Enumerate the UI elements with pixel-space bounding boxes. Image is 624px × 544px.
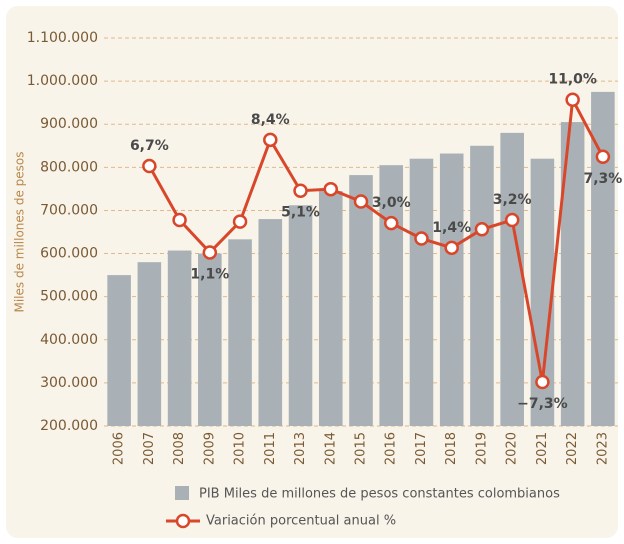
y-tick-label: 700.000 <box>40 202 98 218</box>
y-tick-label: 800.000 <box>40 159 98 175</box>
bar <box>500 132 524 426</box>
line <box>148 94 605 383</box>
y-tick-label: 600.000 <box>40 246 98 262</box>
data-label: 3,2% <box>493 192 532 208</box>
bar <box>228 239 252 426</box>
y-tick-label: 1.100.000 <box>27 30 98 46</box>
x-tick-label: 2018 <box>444 432 459 465</box>
line-marker <box>504 212 520 228</box>
line-marker <box>232 214 248 229</box>
bar <box>137 262 162 426</box>
data-label: 6,7% <box>130 138 169 154</box>
bar <box>198 253 222 426</box>
legend-label: Variación porcentual anual % <box>206 514 396 529</box>
line-marker <box>323 181 339 197</box>
x-tick-label: 2011 <box>263 432 278 465</box>
bar <box>409 158 434 426</box>
bar <box>439 153 464 426</box>
line-marker <box>353 194 369 209</box>
data-label: −7,3% <box>517 396 568 412</box>
bar <box>167 250 192 426</box>
x-tick-label: 2014 <box>323 432 338 465</box>
y-tick-label: 400.000 <box>40 332 98 348</box>
bar <box>379 165 404 426</box>
x-tick-label: 2006 <box>112 432 127 465</box>
bar <box>318 191 343 426</box>
y-tick-label: 300.000 <box>40 375 98 391</box>
line-marker <box>383 215 399 231</box>
bar <box>530 158 555 426</box>
x-tick-label: 2022 <box>565 432 580 465</box>
x-tick-label: 2016 <box>384 432 399 465</box>
x-tick-label: 2023 <box>595 432 610 465</box>
x-tick-label: 2009 <box>202 432 217 465</box>
x-tick-label: 2015 <box>354 432 369 465</box>
bar <box>258 219 283 426</box>
line-marker <box>474 222 490 237</box>
bar <box>349 175 373 426</box>
data-label: 1,1% <box>190 266 229 282</box>
data-label: 3,0% <box>372 195 411 211</box>
y-tick-label: 1.000.000 <box>27 73 98 89</box>
data-label: 8,4% <box>251 112 290 128</box>
line-marker <box>595 149 611 165</box>
y-tick-label: 900.000 <box>40 116 98 132</box>
data-label: 7,3% <box>583 171 622 187</box>
line-marker <box>535 374 550 390</box>
y-tick-label: 500.000 <box>40 289 98 305</box>
legend-label: PIB Miles de millones de pesos constante… <box>199 487 560 502</box>
x-tick-label: 2019 <box>474 432 489 465</box>
legend-swatch <box>175 513 191 529</box>
x-tick-label: 2010 <box>233 432 248 465</box>
line-marker <box>263 132 278 148</box>
y-tick-label: 200.000 <box>40 418 98 434</box>
line-marker <box>414 231 429 246</box>
data-label: 5,1% <box>281 205 320 221</box>
line-marker <box>142 158 157 174</box>
line-marker <box>565 92 580 107</box>
data-label: 11,0% <box>548 72 597 88</box>
x-tick-label: 2013 <box>293 432 308 465</box>
x-tick-label: 2021 <box>535 432 550 465</box>
x-tick-label: 2020 <box>505 432 520 465</box>
x-tick-label: 2008 <box>172 432 187 465</box>
legend-swatch <box>175 486 189 500</box>
line-marker <box>172 212 187 228</box>
x-tick-label: 2017 <box>414 432 429 465</box>
data-label: 1,4% <box>432 220 471 236</box>
bar <box>470 145 494 426</box>
bar <box>107 275 131 426</box>
x-tick-label: 2007 <box>142 432 157 465</box>
bar <box>288 205 313 426</box>
line-marker <box>202 245 218 260</box>
y-axis-label: Miles de millones de pesos <box>13 151 27 312</box>
bar <box>560 122 585 427</box>
line-marker <box>293 183 308 198</box>
line-marker <box>444 240 459 256</box>
bar <box>591 91 615 426</box>
